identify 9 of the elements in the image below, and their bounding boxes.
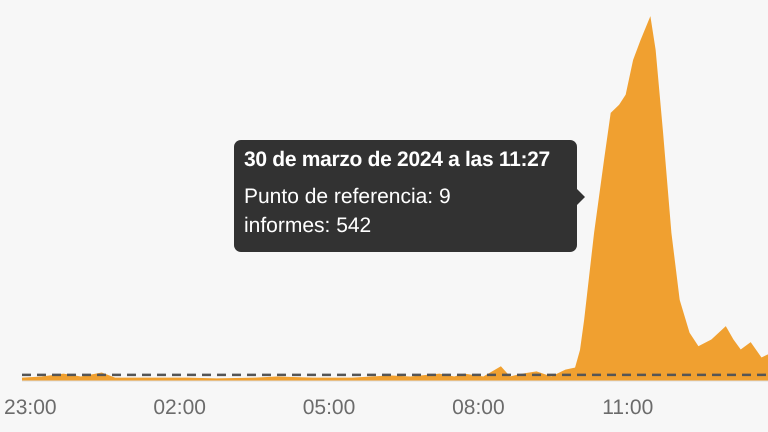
x-tick-label: 23:00 <box>4 396 57 419</box>
annotation: Punto de referencia: 9 <box>244 184 452 210</box>
x-tick-label: 05:00 <box>302 396 356 419</box>
annotation: 30 de marzo de 2024 a las 11:27 <box>244 147 551 173</box>
x-tick-label: 02:00 <box>153 396 206 419</box>
x-tick-label: 08:00 <box>452 396 505 419</box>
x-tick-label: 11:00 <box>602 396 654 419</box>
annotation: informes: 542 <box>244 213 372 239</box>
tooltip: 30 de marzo de 2024 a las 11:27 Punto de referencia: 9 informes: 542 <box>234 140 585 252</box>
